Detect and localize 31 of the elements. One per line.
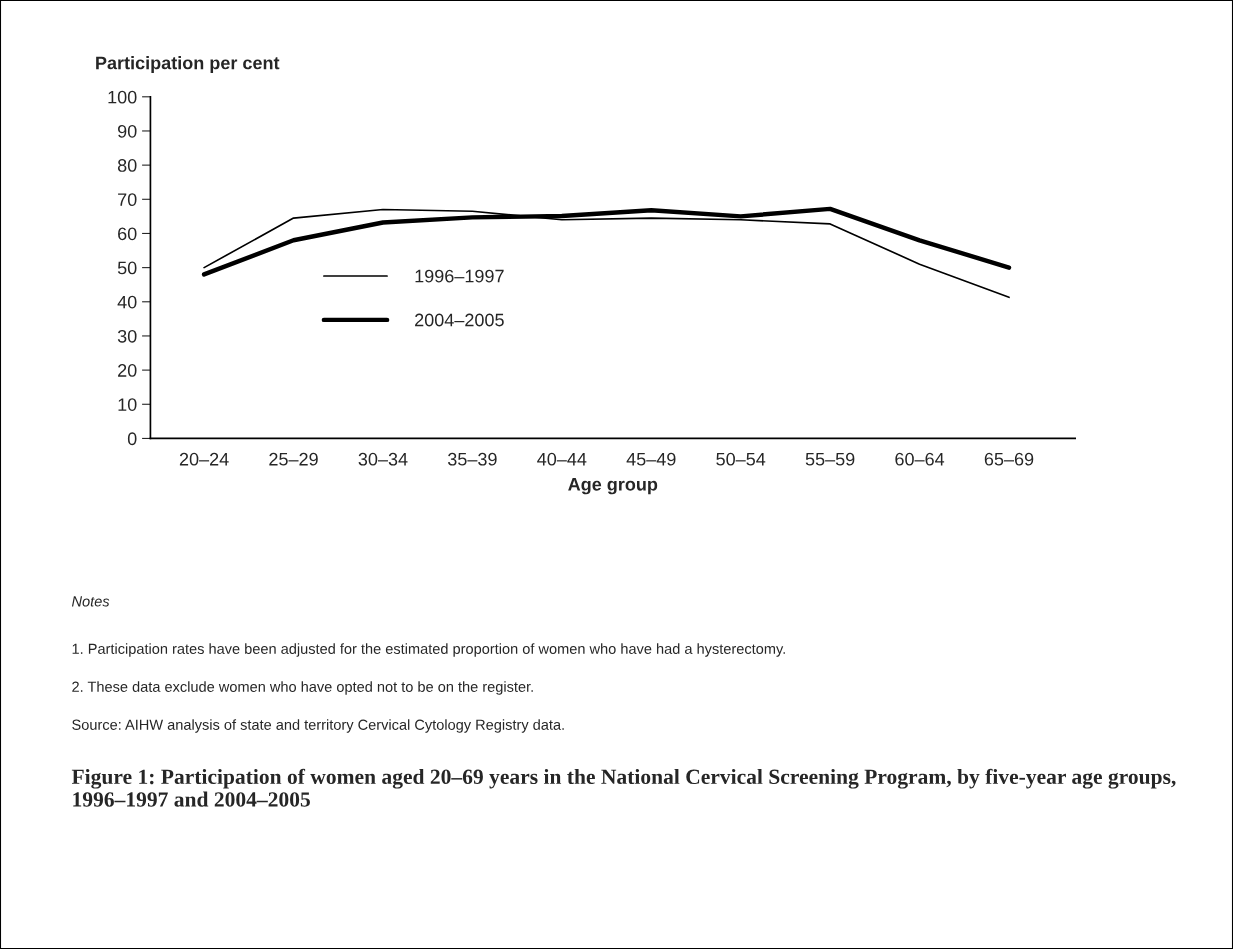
- source-note: Source: AIHW analysis of state and territory Cervical Cytology Registry data.: [72, 719, 564, 733]
- y-axis-title: Participation per cent: [96, 56, 280, 73]
- x-tick-label: 55–59: [805, 452, 855, 466]
- y-tick-label: 40: [117, 295, 137, 309]
- x-tick-label: 35–39: [447, 452, 497, 466]
- x-axis-title: Age group: [568, 478, 658, 495]
- x-tick-label: 30–34: [358, 452, 408, 466]
- y-tick-label: 30: [117, 329, 137, 343]
- y-tick-label: 10: [118, 398, 137, 411]
- x-tick-label: 60–64: [895, 452, 945, 466]
- line-series: [203, 208, 1010, 299]
- text: 2. These data exclude women who have opted not to be on the register.: [72, 681, 533, 695]
- text: Notes: [71, 596, 110, 607]
- legend-label: 1996–1997: [415, 269, 504, 283]
- legend-label: 2004–2005: [415, 313, 504, 327]
- y-tick-label: 60: [118, 227, 137, 241]
- x-tick-label: 25–29: [269, 452, 318, 466]
- y-tick-label: 0: [127, 432, 137, 446]
- y-tick-label: 50: [117, 261, 137, 275]
- x-tick-label: 50–54: [716, 452, 766, 466]
- y-tick-label: 90: [118, 124, 137, 138]
- x-tick-label: 20–24: [179, 452, 229, 466]
- y-tick-label: 100: [108, 90, 137, 104]
- y-tick-label: 80: [117, 159, 137, 172]
- x-tick-label: 65–69: [984, 452, 1034, 466]
- y-tick-label: 70: [118, 193, 137, 207]
- x-tick-label: 40–44: [537, 452, 587, 466]
- x-tick-label: 45–49: [626, 452, 676, 466]
- text: Figure 1: Participation of women aged 20–69 years in the National Cervical Screening Program, by five-year age groups, 1996–1997 and 2004–2005: [71, 768, 1176, 807]
- text: 1. Participation rates have been adjusted for the estimated proportion of women who have had a hysterectomy.: [72, 643, 785, 657]
- y-tick-label: 20: [118, 364, 137, 377]
